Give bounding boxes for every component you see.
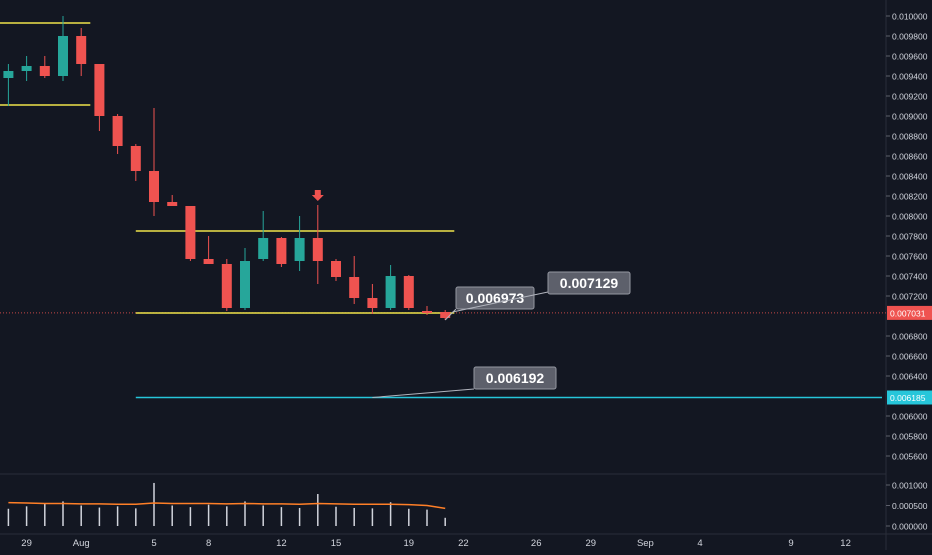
target-price-badge	[887, 390, 932, 405]
price-tick-label: 0.006600	[892, 352, 928, 362]
price-tick-label: 0.009200	[892, 92, 928, 102]
candle-up	[58, 36, 68, 76]
current-price-badge	[887, 305, 932, 320]
candle-down	[221, 264, 232, 308]
time-tick-label: 9	[788, 538, 793, 549]
price-tick-label: 0.008800	[892, 132, 928, 142]
candle-down	[94, 64, 105, 116]
current-price-badge-label: 0.007031	[890, 308, 926, 318]
candle-down	[440, 312, 451, 318]
candle-down	[185, 206, 196, 259]
volume-tick-label: 0.000000	[892, 522, 928, 532]
candle-down	[76, 36, 87, 64]
time-tick-label: 4	[697, 538, 702, 549]
candle-down	[331, 261, 341, 277]
time-tick-label: 26	[531, 538, 542, 549]
callout-label: 0.007129	[560, 275, 619, 291]
callout-pointer	[452, 291, 549, 313]
price-tick-label: 0.006400	[892, 372, 928, 382]
price-tick-label: 0.007400	[892, 272, 928, 282]
price-tick-label: 0.007600	[892, 252, 928, 262]
candle-up	[240, 261, 250, 308]
callout-box	[547, 271, 631, 295]
callout-label: 0.006192	[486, 370, 545, 386]
candle-down	[422, 311, 432, 313]
callout-pointer	[444, 308, 457, 321]
callout-box	[455, 286, 535, 310]
volume-tick-label: 0.000500	[892, 501, 928, 511]
candle-down	[167, 202, 178, 206]
price-tick-label: 0.009000	[892, 112, 928, 122]
candle-down	[112, 116, 123, 146]
time-tick-label: 19	[404, 538, 415, 549]
time-tick-label: 15	[331, 538, 342, 549]
price-tick-label: 0.010000	[892, 12, 928, 22]
time-tick-label: 12	[840, 538, 851, 549]
candle-down	[149, 171, 159, 202]
volume-tick-label: 0.001000	[892, 481, 928, 491]
down-arrow-marker	[311, 190, 324, 201]
price-tick-label: 0.008600	[892, 152, 928, 162]
time-tick-label: 29	[586, 538, 597, 549]
volume-ma-line	[8, 501, 446, 510]
price-tick-label: 0.008400	[892, 172, 928, 182]
time-tick-label: 22	[458, 538, 469, 549]
time-tick-label: 5	[151, 538, 156, 549]
time-tick-label: 29	[21, 538, 32, 549]
candle-down	[367, 298, 378, 308]
price-tick-label: 0.009400	[892, 72, 928, 82]
price-tick-label: 0.005800	[892, 432, 928, 442]
candle-down	[349, 277, 360, 298]
time-tick-label: Sep	[637, 538, 654, 549]
candle-down	[203, 259, 214, 264]
candle-down	[403, 276, 414, 308]
price-tick-label: 0.006000	[892, 412, 928, 422]
price-tick-label: 0.009600	[892, 52, 928, 62]
candle-up	[385, 276, 396, 308]
price-tick-label: 0.008000	[892, 212, 928, 222]
candle-down	[39, 66, 50, 76]
time-tick-label: 8	[206, 538, 211, 549]
candle-down	[312, 238, 323, 261]
price-tick-label: 0.009800	[892, 32, 928, 42]
candle-down	[276, 238, 287, 264]
time-tick-label: Aug	[73, 538, 90, 549]
candle-up	[3, 71, 14, 78]
candle-up	[294, 238, 305, 261]
price-tick-label: 0.007200	[892, 292, 928, 302]
price-tick-label: 0.005600	[892, 452, 928, 462]
price-tick-label: 0.007800	[892, 232, 928, 242]
candle-down	[130, 146, 141, 171]
callout-box	[473, 366, 557, 390]
target-price-badge-label: 0.006185	[890, 393, 926, 403]
price-tick-label: 0.006800	[892, 332, 928, 342]
callout-label: 0.006973	[466, 290, 525, 306]
callout-pointer	[372, 388, 475, 398]
candle-up	[21, 66, 32, 71]
time-tick-label: 12	[276, 538, 287, 549]
price-tick-label: 0.008200	[892, 192, 928, 202]
candle-up	[258, 238, 269, 259]
